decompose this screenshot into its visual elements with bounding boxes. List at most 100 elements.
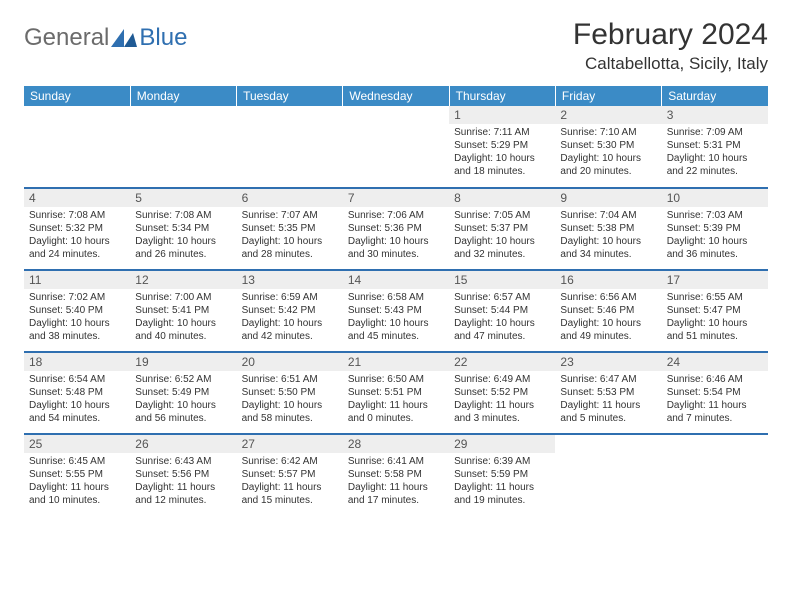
day-details: Sunrise: 7:10 AMSunset: 5:30 PMDaylight:… (555, 124, 661, 182)
day-detail-line: Sunrise: 7:07 AM (242, 209, 338, 222)
calendar-cell: 5Sunrise: 7:08 AMSunset: 5:34 PMDaylight… (130, 188, 236, 270)
day-number: 20 (237, 353, 343, 371)
day-number: 25 (24, 435, 130, 453)
day-header: Friday (555, 86, 661, 106)
calendar-cell: 13Sunrise: 6:59 AMSunset: 5:42 PMDayligh… (237, 270, 343, 352)
day-number: 28 (343, 435, 449, 453)
day-detail-line: and 0 minutes. (348, 412, 444, 425)
day-detail-line: Daylight: 11 hours (560, 399, 656, 412)
day-details: Sunrise: 7:04 AMSunset: 5:38 PMDaylight:… (555, 207, 661, 265)
day-number: 15 (449, 271, 555, 289)
day-detail-line: Sunrise: 7:02 AM (29, 291, 125, 304)
day-details: Sunrise: 6:47 AMSunset: 5:53 PMDaylight:… (555, 371, 661, 429)
day-detail-line: and 32 minutes. (454, 248, 550, 261)
day-detail-line: Sunrise: 6:50 AM (348, 373, 444, 386)
day-detail-line: Sunset: 5:52 PM (454, 386, 550, 399)
day-number (343, 106, 449, 124)
day-number: 24 (662, 353, 768, 371)
calendar-week: 1Sunrise: 7:11 AMSunset: 5:29 PMDaylight… (24, 106, 768, 188)
day-detail-line: Daylight: 10 hours (135, 235, 231, 248)
day-detail-line: and 24 minutes. (29, 248, 125, 261)
calendar-cell: 27Sunrise: 6:42 AMSunset: 5:57 PMDayligh… (237, 434, 343, 516)
calendar-cell: 10Sunrise: 7:03 AMSunset: 5:39 PMDayligh… (662, 188, 768, 270)
day-detail-line: and 38 minutes. (29, 330, 125, 343)
day-detail-line: Sunset: 5:54 PM (667, 386, 763, 399)
day-number: 19 (130, 353, 236, 371)
day-detail-line: Daylight: 10 hours (560, 152, 656, 165)
day-detail-line: Sunset: 5:57 PM (242, 468, 338, 481)
day-number: 5 (130, 189, 236, 207)
calendar-cell: 14Sunrise: 6:58 AMSunset: 5:43 PMDayligh… (343, 270, 449, 352)
day-detail-line: and 45 minutes. (348, 330, 444, 343)
day-detail-line: Sunset: 5:48 PM (29, 386, 125, 399)
day-details: Sunrise: 6:54 AMSunset: 5:48 PMDaylight:… (24, 371, 130, 429)
day-detail-line: Sunset: 5:36 PM (348, 222, 444, 235)
day-detail-line: Sunrise: 6:45 AM (29, 455, 125, 468)
day-detail-line: Sunrise: 7:03 AM (667, 209, 763, 222)
day-number (237, 106, 343, 124)
day-detail-line: Daylight: 11 hours (454, 399, 550, 412)
header: General Blue February 2024 Caltabellotta… (24, 18, 768, 74)
day-detail-line: Sunset: 5:56 PM (135, 468, 231, 481)
day-detail-line: Sunset: 5:34 PM (135, 222, 231, 235)
day-number: 29 (449, 435, 555, 453)
day-detail-line: Sunset: 5:42 PM (242, 304, 338, 317)
day-detail-line: and 42 minutes. (242, 330, 338, 343)
day-number (24, 106, 130, 124)
day-detail-line: Daylight: 10 hours (29, 399, 125, 412)
calendar-cell: 25Sunrise: 6:45 AMSunset: 5:55 PMDayligh… (24, 434, 130, 516)
calendar-cell: 20Sunrise: 6:51 AMSunset: 5:50 PMDayligh… (237, 352, 343, 434)
day-detail-line: Sunrise: 7:05 AM (454, 209, 550, 222)
day-number: 22 (449, 353, 555, 371)
day-detail-line: Sunset: 5:40 PM (29, 304, 125, 317)
day-details: Sunrise: 7:08 AMSunset: 5:34 PMDaylight:… (130, 207, 236, 265)
day-detail-line: and 51 minutes. (667, 330, 763, 343)
day-number (130, 106, 236, 124)
day-number: 11 (24, 271, 130, 289)
calendar-cell: 7Sunrise: 7:06 AMSunset: 5:36 PMDaylight… (343, 188, 449, 270)
day-detail-line: and 54 minutes. (29, 412, 125, 425)
calendar-cell (343, 106, 449, 188)
day-number: 10 (662, 189, 768, 207)
logo: General Blue (24, 24, 187, 52)
day-detail-line: and 19 minutes. (454, 494, 550, 507)
day-number: 1 (449, 106, 555, 124)
calendar-cell: 2Sunrise: 7:10 AMSunset: 5:30 PMDaylight… (555, 106, 661, 188)
day-detail-line: and 58 minutes. (242, 412, 338, 425)
day-detail-line: Sunset: 5:51 PM (348, 386, 444, 399)
day-details: Sunrise: 6:51 AMSunset: 5:50 PMDaylight:… (237, 371, 343, 429)
day-detail-line: Sunset: 5:46 PM (560, 304, 656, 317)
day-detail-line: Sunset: 5:55 PM (29, 468, 125, 481)
month-title: February 2024 (573, 18, 768, 52)
day-detail-line: and 30 minutes. (348, 248, 444, 261)
day-details: Sunrise: 6:42 AMSunset: 5:57 PMDaylight:… (237, 453, 343, 511)
day-number (555, 435, 661, 453)
calendar-cell: 22Sunrise: 6:49 AMSunset: 5:52 PMDayligh… (449, 352, 555, 434)
calendar-cell: 3Sunrise: 7:09 AMSunset: 5:31 PMDaylight… (662, 106, 768, 188)
calendar-cell: 6Sunrise: 7:07 AMSunset: 5:35 PMDaylight… (237, 188, 343, 270)
day-detail-line: Sunrise: 7:08 AM (29, 209, 125, 222)
day-detail-line: Daylight: 10 hours (454, 317, 550, 330)
day-details: Sunrise: 6:50 AMSunset: 5:51 PMDaylight:… (343, 371, 449, 429)
day-detail-line: Sunrise: 7:06 AM (348, 209, 444, 222)
day-number: 27 (237, 435, 343, 453)
day-detail-line: Sunset: 5:31 PM (667, 139, 763, 152)
day-detail-line: and 12 minutes. (135, 494, 231, 507)
day-detail-line: Sunrise: 7:09 AM (667, 126, 763, 139)
day-detail-line: Sunset: 5:39 PM (667, 222, 763, 235)
day-detail-line: Sunrise: 6:42 AM (242, 455, 338, 468)
day-details: Sunrise: 7:00 AMSunset: 5:41 PMDaylight:… (130, 289, 236, 347)
day-number: 12 (130, 271, 236, 289)
calendar-cell: 4Sunrise: 7:08 AMSunset: 5:32 PMDaylight… (24, 188, 130, 270)
day-number: 23 (555, 353, 661, 371)
day-detail-line: Daylight: 10 hours (242, 399, 338, 412)
day-number: 2 (555, 106, 661, 124)
calendar-cell (237, 106, 343, 188)
day-details: Sunrise: 6:49 AMSunset: 5:52 PMDaylight:… (449, 371, 555, 429)
day-detail-line: and 49 minutes. (560, 330, 656, 343)
day-detail-line: Sunset: 5:44 PM (454, 304, 550, 317)
day-detail-line: Sunrise: 6:58 AM (348, 291, 444, 304)
day-detail-line: Sunset: 5:32 PM (29, 222, 125, 235)
day-number: 26 (130, 435, 236, 453)
day-detail-line: Sunrise: 7:04 AM (560, 209, 656, 222)
